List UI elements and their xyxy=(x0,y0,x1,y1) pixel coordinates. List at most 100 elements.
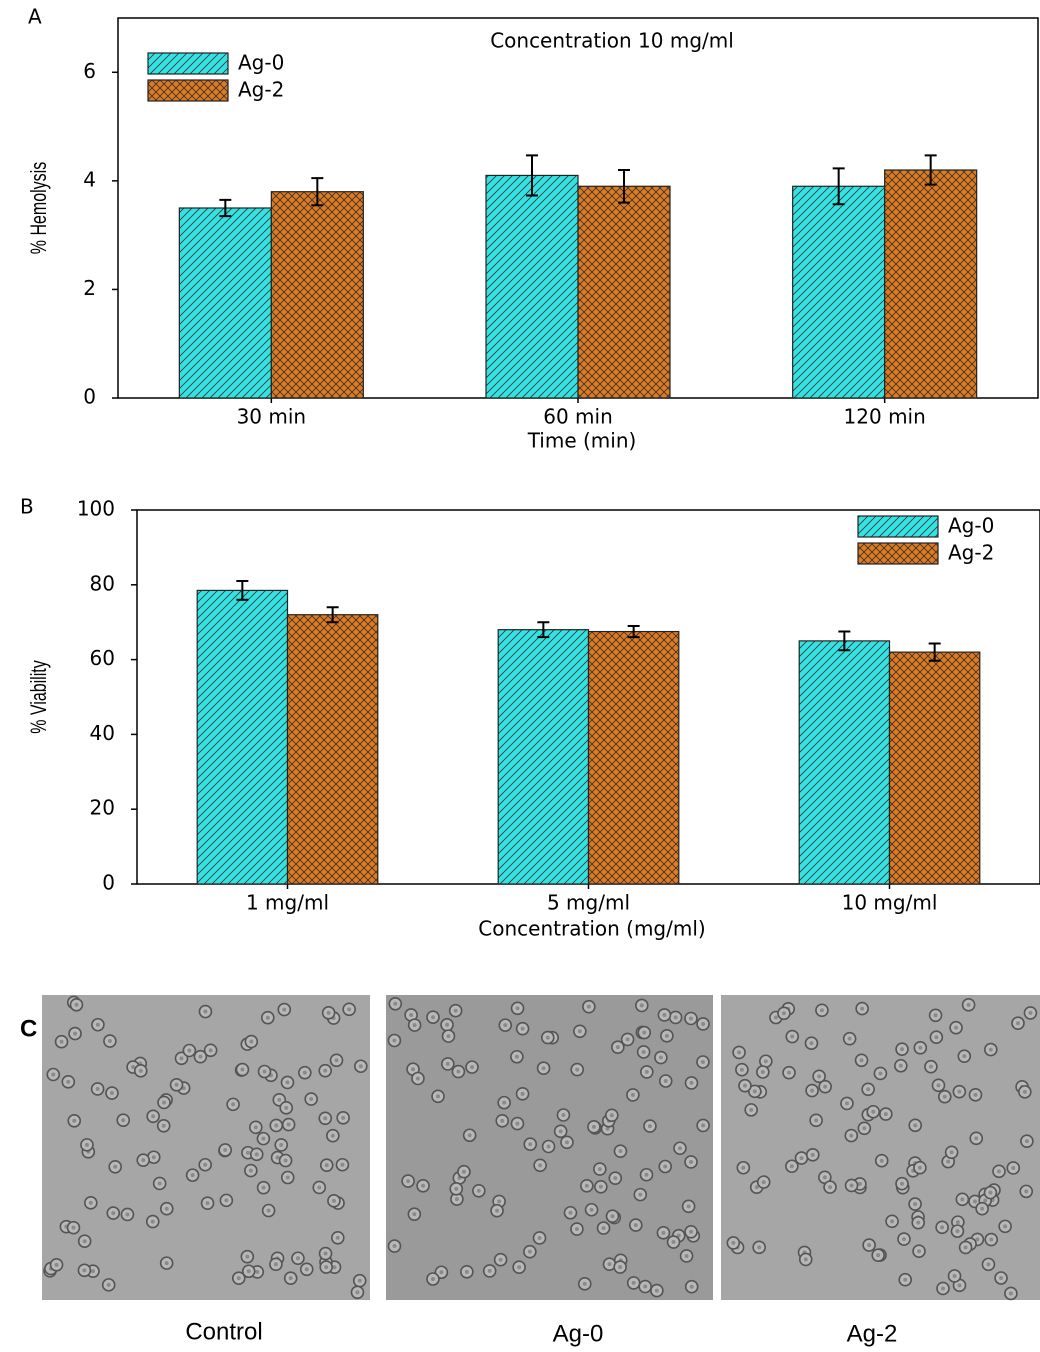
cell-center xyxy=(54,1262,59,1267)
bar xyxy=(286,614,379,885)
cell-center xyxy=(1022,1089,1027,1094)
cell-center xyxy=(859,1058,864,1063)
cell-center xyxy=(913,1202,918,1207)
cell-center xyxy=(515,1121,520,1126)
cell-center xyxy=(752,1089,757,1094)
cell-center xyxy=(304,1267,309,1272)
y-tick-label: 100 xyxy=(77,497,115,521)
cell-center xyxy=(454,1197,459,1202)
cell-center xyxy=(66,1079,71,1084)
cell-center xyxy=(980,1206,985,1211)
cell-center xyxy=(903,1277,908,1282)
cell-center xyxy=(125,1212,130,1217)
cell-center xyxy=(517,1265,522,1270)
cell-center xyxy=(878,1071,883,1076)
cell-center xyxy=(323,1251,328,1256)
cell-center xyxy=(454,1186,459,1191)
cell-center xyxy=(174,1082,179,1087)
cell-center xyxy=(282,1007,287,1012)
cell-center xyxy=(934,1035,939,1040)
cell-center xyxy=(973,1092,978,1097)
cell-center xyxy=(1024,1139,1029,1144)
cell-center xyxy=(273,1262,278,1267)
cell-center xyxy=(205,1201,210,1206)
x-axis-label: Time (min) xyxy=(527,429,637,453)
cell-center xyxy=(1008,1291,1013,1296)
error-bar xyxy=(537,621,550,639)
cell-center xyxy=(757,1245,762,1250)
cell-center xyxy=(949,1150,954,1155)
cell-center xyxy=(558,1129,563,1134)
cell-center xyxy=(411,1067,416,1072)
cell-center xyxy=(224,1198,229,1203)
cell-center xyxy=(700,1060,705,1065)
cell-center xyxy=(671,1240,676,1245)
bar xyxy=(587,630,680,885)
cell-center xyxy=(161,1123,166,1128)
cell-center xyxy=(330,1133,335,1138)
cell-center xyxy=(332,1265,337,1270)
cell-center xyxy=(663,1079,668,1084)
cell-center xyxy=(59,1039,64,1044)
cell-center xyxy=(107,1039,112,1044)
cell-center xyxy=(487,1268,492,1273)
cell-center xyxy=(274,1123,279,1128)
cell-center xyxy=(760,1069,765,1074)
cell-center xyxy=(996,1169,1001,1174)
cell-center xyxy=(253,1125,258,1130)
cell-center xyxy=(497,1199,502,1204)
panel-label: A xyxy=(28,5,42,29)
cell-center xyxy=(684,1253,689,1258)
cell-center xyxy=(975,1237,980,1242)
cell-center xyxy=(799,1156,804,1161)
cell-center xyxy=(453,1008,458,1013)
cell-center xyxy=(514,1054,519,1059)
image-caption: Ag-2 xyxy=(847,1320,898,1347)
cell-center xyxy=(393,1001,398,1006)
cell-center xyxy=(334,1058,339,1063)
error-bar xyxy=(219,198,232,218)
cell-center xyxy=(615,1045,620,1050)
cell-center xyxy=(844,1101,849,1106)
cell-center xyxy=(285,1080,290,1085)
cell-center xyxy=(810,1088,815,1093)
cell-center xyxy=(73,1031,78,1036)
cell-center xyxy=(582,1281,587,1286)
cell-center xyxy=(900,1181,905,1186)
cell-center xyxy=(641,1049,646,1054)
legend-swatch xyxy=(147,79,229,102)
cell-center xyxy=(901,1237,906,1242)
cell-center xyxy=(689,1159,694,1164)
y-tick-label: 6 xyxy=(83,59,96,83)
cell-center xyxy=(677,1146,682,1151)
y-tick-label: 40 xyxy=(90,721,115,745)
cell-center xyxy=(654,1288,659,1293)
cell-center xyxy=(74,1002,79,1007)
cell-center xyxy=(605,1126,610,1131)
cell-center xyxy=(871,1109,876,1114)
cell-center xyxy=(749,1107,754,1112)
cell-center xyxy=(942,1094,947,1099)
cell-center xyxy=(357,1278,362,1283)
cell-center xyxy=(302,1070,307,1075)
cell-center xyxy=(412,1023,417,1028)
cell-center xyxy=(689,1229,694,1234)
x-tick-label: 5 mg/ml xyxy=(547,891,630,915)
cell-center xyxy=(618,1149,623,1154)
legend-label: Ag-2 xyxy=(948,541,994,565)
cell-center xyxy=(822,1175,827,1180)
cell-center xyxy=(607,1262,612,1267)
cell-center xyxy=(151,1114,156,1119)
cell-center xyxy=(633,1223,638,1228)
cell-center xyxy=(737,1050,742,1055)
cell-center xyxy=(331,1198,336,1203)
cell-center xyxy=(954,1025,959,1030)
cell-center xyxy=(561,1112,566,1117)
x-tick-label: 1 mg/ml xyxy=(246,891,329,915)
cell-center xyxy=(240,1067,245,1072)
cell-center xyxy=(1015,1021,1020,1026)
cell-center xyxy=(255,1269,260,1274)
error-bar xyxy=(236,580,249,601)
cell-center xyxy=(639,1003,644,1008)
cell-center xyxy=(936,1083,941,1088)
